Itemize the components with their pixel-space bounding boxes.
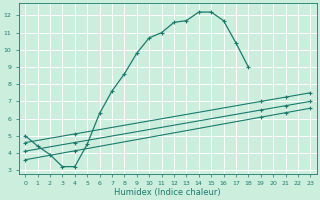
X-axis label: Humidex (Indice chaleur): Humidex (Indice chaleur)	[115, 188, 221, 197]
